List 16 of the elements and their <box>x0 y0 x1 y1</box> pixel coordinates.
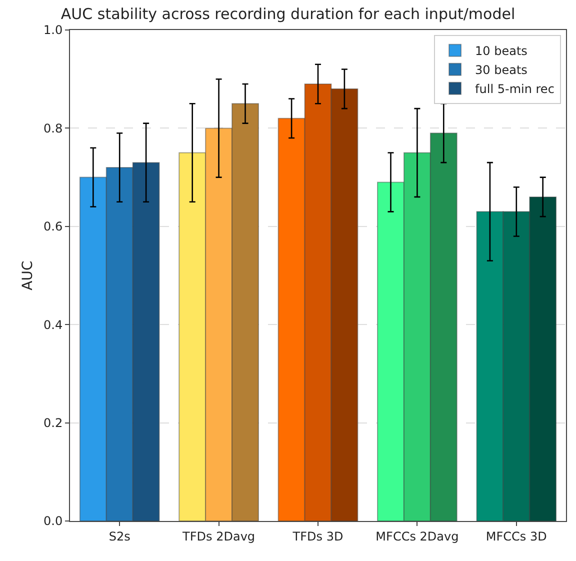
legend-label: full 5-min rec <box>475 82 554 96</box>
chart-title: AUC stability across recording duration for each input/model <box>60 4 516 23</box>
y-tick-label: 0.2 <box>44 416 63 430</box>
legend-label: 30 beats <box>475 63 528 78</box>
y-tick-label: 0.4 <box>44 318 63 332</box>
y-tick-label: 1.0 <box>44 23 63 38</box>
y-tick-label: 0.6 <box>44 220 63 234</box>
x-tick-label: MFCCs 2Davg <box>376 529 459 544</box>
x-tick-label: S2s <box>108 529 130 544</box>
y-tick-label: 0.8 <box>44 121 63 136</box>
y-axis-title: AUC <box>20 260 36 290</box>
legend-label: 10 beats <box>475 44 528 58</box>
x-tick-label: TFDs 2Davg <box>182 529 256 544</box>
x-tick-label: MFCCs 3D <box>486 529 547 544</box>
y-tick-label: 0.0 <box>44 514 63 528</box>
x-tick-label: TFDs 3D <box>292 529 344 544</box>
